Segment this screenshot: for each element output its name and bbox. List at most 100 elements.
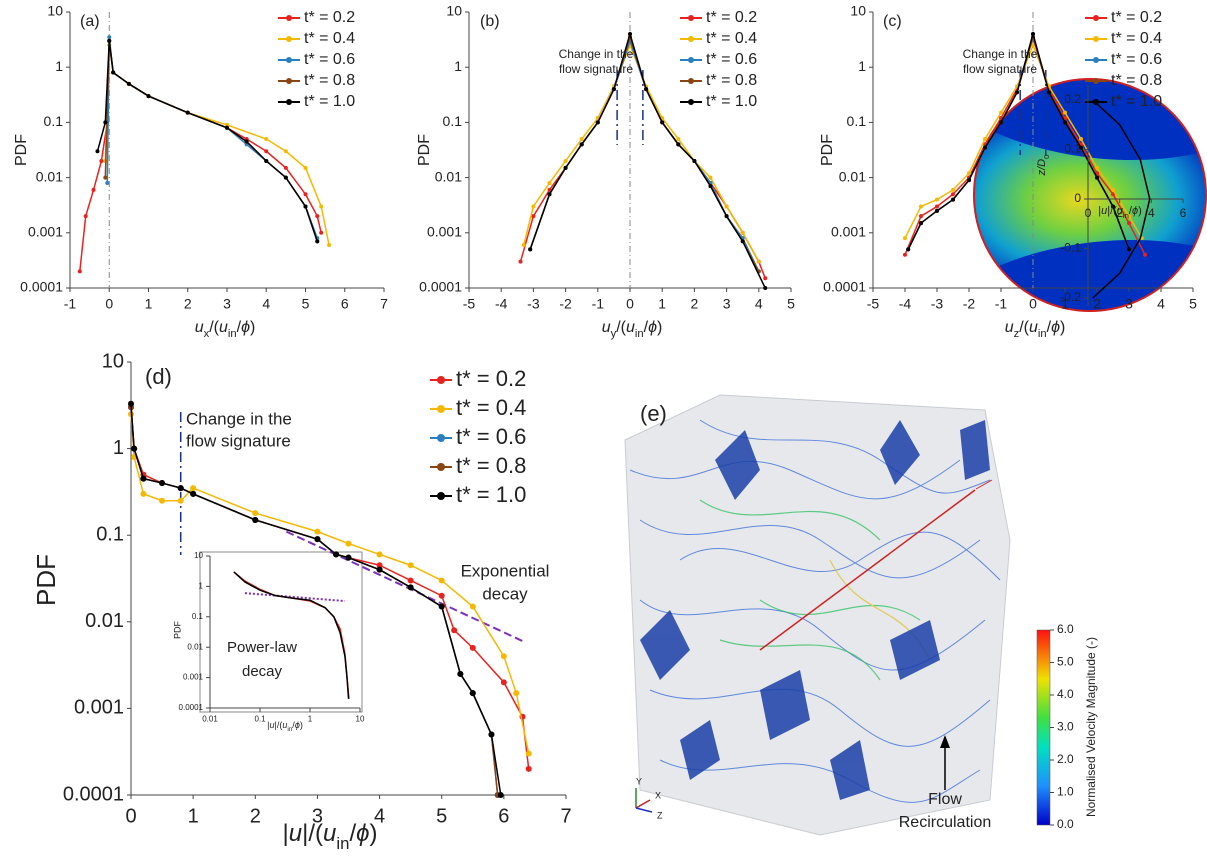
x-tick-label: 5 <box>787 295 795 311</box>
series-line <box>106 37 318 239</box>
legend-marker <box>286 57 292 63</box>
axis-label-part: / <box>1129 205 1133 217</box>
data-point <box>264 137 269 142</box>
y-tick-label: 0.1 <box>847 113 867 129</box>
disc-throat <box>974 120 1206 280</box>
data-point <box>919 221 923 226</box>
legend-label: t* = 0.6 <box>304 51 355 68</box>
y-tick-label: 0.001 <box>427 224 462 240</box>
data-point <box>107 38 112 43</box>
data-point <box>1063 120 1067 125</box>
y-tick-label: 1 <box>454 58 462 74</box>
data-point <box>105 180 110 185</box>
legend-marker <box>286 15 292 21</box>
axis-label-part: in <box>1123 211 1129 220</box>
axis-label-part: in <box>336 834 349 853</box>
colorbar-tick-label: 6.0 <box>1057 622 1074 636</box>
data-point <box>319 204 324 209</box>
data-point <box>159 480 166 487</box>
axis-label-part: u <box>1005 319 1014 336</box>
x-tick-label: -4 <box>899 295 912 311</box>
data-point <box>547 180 552 185</box>
data-point <box>1127 214 1131 219</box>
solid-surfaces <box>640 420 990 800</box>
axis-label-part: ϕ <box>1051 319 1060 336</box>
x-tick-label: -1 <box>64 295 77 311</box>
data-point <box>140 475 147 482</box>
legend-marker <box>437 405 445 413</box>
legend-marker <box>1093 36 1099 42</box>
data-point <box>107 35 112 40</box>
data-point <box>283 165 288 170</box>
x-tick-label: 1 <box>188 805 199 827</box>
axis-label-part: ) <box>1060 319 1065 336</box>
data-point <box>333 551 340 558</box>
x-tick-label: -3 <box>527 295 540 311</box>
y-tick-label: 0.01 <box>435 168 462 184</box>
data-point <box>628 31 632 36</box>
annotation: Exponential <box>461 561 550 580</box>
data-point <box>983 145 987 150</box>
data-point <box>525 750 532 757</box>
axis-label-part: / <box>1047 319 1052 336</box>
axis-label: PDF <box>13 134 30 166</box>
data-point <box>983 137 987 142</box>
axis-label-part: u <box>270 720 275 730</box>
y-tick-label: 0.0001 <box>823 279 866 295</box>
data-point <box>283 175 288 180</box>
data-point <box>935 197 939 202</box>
x-tick-label: 4 <box>1157 295 1165 311</box>
panel-label: (b) <box>480 13 500 30</box>
y-tick-label: 1 <box>113 437 124 459</box>
y-tick-label: 0.0001 <box>179 703 204 712</box>
data-point <box>756 259 761 264</box>
axis-label-part: |/( <box>1107 205 1117 217</box>
legend-marker <box>688 99 694 105</box>
axis-label-group: uz/(uin/ϕ) <box>1005 319 1066 340</box>
data-point <box>708 184 713 189</box>
legend-label: t* = 0.6 <box>456 424 526 449</box>
data-point <box>128 400 134 407</box>
axis-label-part: u <box>219 319 228 336</box>
legend-marker <box>286 99 292 105</box>
x-tick-label: 0 <box>105 295 113 311</box>
axis-label-part: ϕ <box>1132 205 1138 217</box>
y-tick-label: 1 <box>858 58 866 74</box>
data-point <box>140 490 147 497</box>
y-tick-label: -0.2 <box>1060 290 1081 304</box>
data-point <box>528 247 533 252</box>
x-tick-label: 2 <box>691 295 699 311</box>
x-tick-label: 2 <box>1116 206 1123 220</box>
data-point <box>252 510 259 517</box>
legend-marker <box>688 78 694 84</box>
axis-label-part: u <box>1029 319 1038 336</box>
axis-triad <box>635 788 653 813</box>
y-tick-label: 10 <box>102 350 124 372</box>
triad-x <box>635 799 651 809</box>
x-tick-label: 4 <box>755 295 763 311</box>
data-point <box>244 139 249 144</box>
data-point <box>724 204 729 209</box>
x-tick-label: 4 <box>262 295 270 311</box>
x-tick-label: 1 <box>658 295 666 311</box>
x-tick-label: 3 <box>312 805 323 827</box>
axis-label-part: in <box>635 328 644 340</box>
data-point <box>919 204 923 209</box>
x-tick-label: 3 <box>723 295 731 311</box>
legend-marker <box>1093 78 1099 84</box>
data-point <box>906 247 911 252</box>
x-tick-label: 0 <box>125 805 136 827</box>
y-tick-label: 0.0001 <box>20 279 63 295</box>
series-line <box>96 40 318 242</box>
axis-label-part: |/( <box>275 720 283 730</box>
data-point <box>919 214 923 219</box>
data-point <box>95 149 100 154</box>
x-tick-label: 6 <box>1180 206 1187 220</box>
data-point <box>676 142 681 147</box>
data-point <box>500 653 507 660</box>
axis-label-part: ) <box>250 319 255 336</box>
y-tick-label: 10 <box>446 3 462 19</box>
legend-label: t* = 0.6 <box>1111 51 1162 68</box>
legend-label: t* = 0.8 <box>304 72 355 89</box>
